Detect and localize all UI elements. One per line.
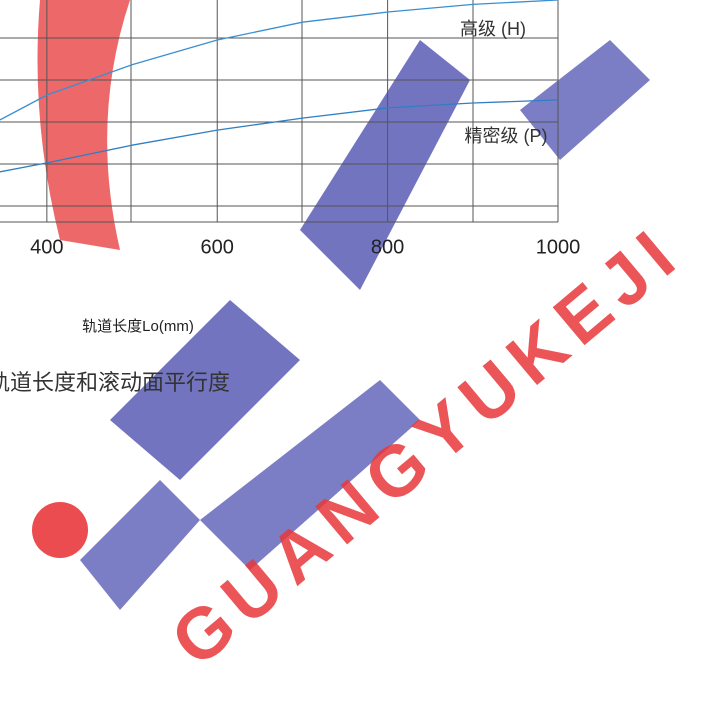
- data-line: [0, 0, 559, 121]
- watermark-shapes: [32, 0, 650, 610]
- watermark-red: [37, 0, 130, 250]
- watermark-text: GUANGYUKEJI: [157, 210, 697, 681]
- watermark-blue: [520, 40, 650, 160]
- data-line: [0, 99, 559, 173]
- series-label: 高级 (H): [460, 19, 526, 39]
- watermark-blue: [300, 40, 470, 290]
- plot: [0, 0, 559, 223]
- watermark-blue: [80, 480, 200, 610]
- x-tick-label: 600: [201, 236, 234, 258]
- x-axis-label: 轨道长度Lo(mm): [82, 318, 194, 335]
- x-tick-label: 400: [30, 236, 63, 258]
- x-tick-label: 800: [371, 236, 404, 258]
- watermark-blue: [200, 380, 420, 570]
- series-label: 精密级 (P): [465, 126, 548, 146]
- x-tick-label: 1000: [536, 236, 581, 258]
- watermark-blue: [110, 300, 300, 480]
- watermark-dot: [32, 502, 88, 558]
- caption: 轨道长度和滚动面平行度: [0, 370, 230, 395]
